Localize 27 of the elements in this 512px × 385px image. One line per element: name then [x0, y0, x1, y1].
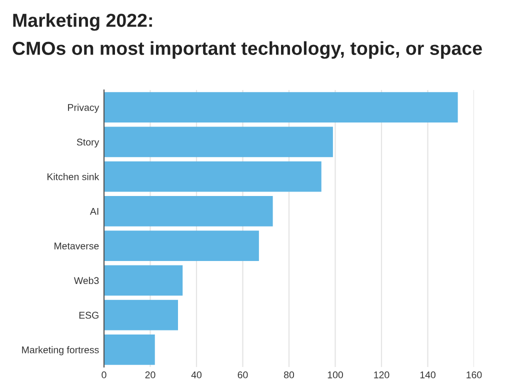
x-tick-label: 120	[374, 371, 390, 378]
bar	[104, 196, 273, 226]
y-tick-label: Kitchen sink	[48, 173, 100, 180]
y-tick-label: Web3	[74, 276, 99, 284]
bar	[104, 126, 333, 158]
y-tick-label: Marketing fortress	[22, 346, 99, 356]
x-tick-label: 160	[466, 371, 482, 378]
bar	[104, 300, 178, 330]
chart-title: Marketing 2022:	[13, 13, 152, 31]
x-tick-label: 20	[145, 371, 156, 378]
y-tick-label: ESG	[79, 312, 98, 319]
chart-subtitle: CMOs on most important technology, topic, or space	[12, 41, 482, 59]
bar	[104, 230, 259, 262]
x-tick-label: 0	[102, 371, 106, 378]
bar	[104, 265, 183, 296]
y-tick-label: Story	[76, 138, 100, 148]
x-tick-label: 60	[238, 371, 248, 378]
y-tick-label: Privacy	[68, 104, 100, 113]
bar	[104, 334, 155, 365]
x-tick-label: 40	[191, 371, 202, 378]
x-tick-label: 100	[328, 371, 343, 378]
bar	[104, 161, 322, 192]
bar	[104, 92, 458, 123]
x-tick-label: 80	[284, 371, 294, 378]
x-tick-label: 140	[420, 371, 436, 378]
y-tick-label: AI	[90, 208, 98, 215]
y-tick-label: Metaverse	[54, 242, 99, 250]
